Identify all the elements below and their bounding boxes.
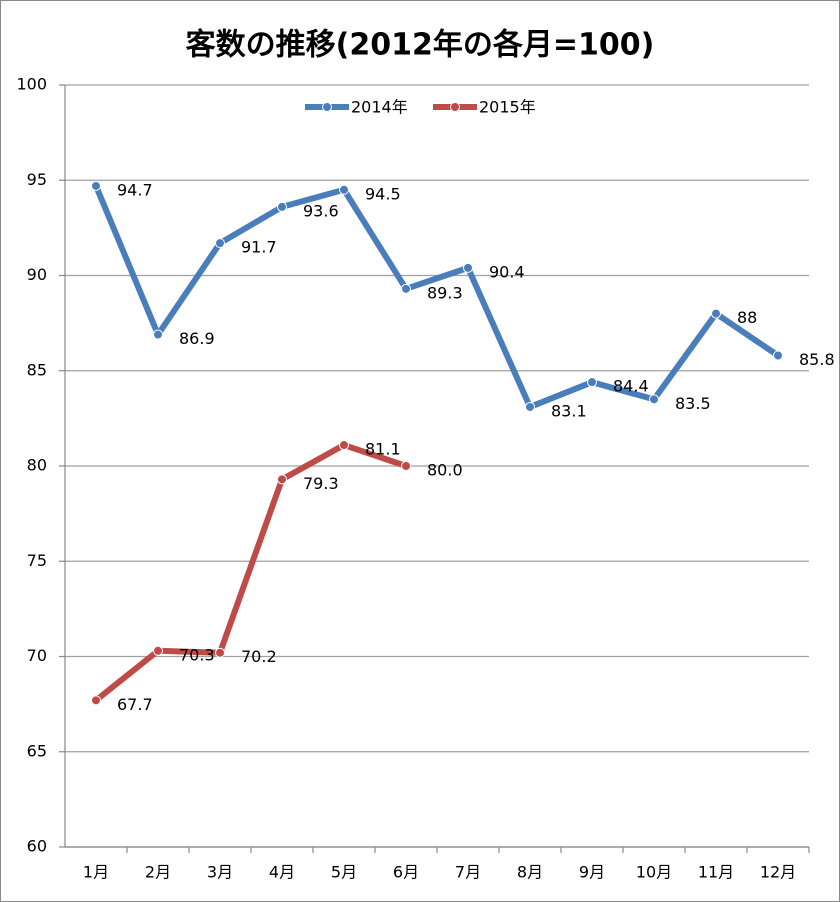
y-tick-label: 65: [27, 741, 47, 760]
data-label: 93.6: [303, 201, 339, 220]
data-label: 88: [737, 308, 757, 327]
x-tick-label: 11月: [698, 863, 734, 882]
point: [277, 474, 287, 485]
point: [525, 401, 535, 412]
point: [91, 180, 101, 191]
point: [215, 238, 225, 249]
data-label: 79.3: [303, 474, 339, 493]
y-tick-label: 75: [27, 551, 47, 570]
x-tick-label: 5月: [331, 863, 357, 882]
y-tick-label: 100: [16, 75, 47, 94]
series-line: [93, 184, 780, 410]
point: [711, 308, 721, 319]
data-label: 94.7: [117, 180, 153, 199]
data-label: 80.0: [427, 461, 463, 480]
point: [773, 350, 783, 361]
data-label: 81.1: [365, 440, 401, 459]
data-label: 94.5: [365, 184, 401, 203]
x-tick-label: 9月: [579, 863, 605, 882]
point: [401, 283, 411, 294]
point: [401, 461, 411, 471]
point: [153, 645, 163, 656]
x-tick-label: 3月: [207, 863, 233, 882]
y-tick-label: 80: [27, 456, 47, 475]
y-tick-label: 90: [27, 265, 47, 284]
point: [587, 377, 597, 388]
legend-label: 2015年: [479, 98, 536, 117]
data-label: 89.3: [427, 283, 463, 302]
data-label: 86.9: [179, 329, 215, 348]
point: [339, 440, 349, 451]
x-tick-label: 2月: [145, 863, 171, 882]
legend-marker: [322, 102, 332, 112]
x-tick-label: 7月: [455, 863, 481, 882]
point: [463, 262, 473, 273]
y-tick-label: 95: [27, 170, 47, 189]
data-label: 83.1: [551, 401, 587, 420]
data-label: 70.2: [241, 647, 277, 666]
data-label: 85.8: [799, 350, 835, 369]
data-label: 91.7: [241, 238, 277, 257]
x-tick-label: 8月: [517, 863, 543, 882]
point: [277, 201, 287, 212]
legend-label: 2014年: [351, 98, 408, 117]
y-tick-label: 85: [27, 360, 47, 379]
legend-marker: [450, 102, 460, 112]
chart-title: 客数の推移(2012年の各月=100): [186, 28, 655, 63]
x-tick-label: 1月: [83, 863, 109, 882]
x-tick-label: 12月: [760, 863, 796, 882]
y-tick-label: 70: [27, 646, 47, 665]
x-tick-label: 4月: [269, 863, 295, 882]
data-label: 67.7: [117, 695, 153, 714]
series-line: [94, 442, 407, 703]
point: [649, 394, 659, 405]
data-label: 70.3: [179, 645, 215, 664]
data-label: 83.5: [675, 394, 711, 413]
x-tick-label: 10月: [636, 863, 672, 882]
y-tick-label: 60: [27, 837, 47, 856]
point: [339, 184, 349, 195]
point: [153, 329, 163, 340]
x-tick-label: 6月: [393, 863, 419, 882]
point: [91, 695, 101, 706]
data-label: 84.4: [613, 377, 649, 396]
data-label: 90.4: [489, 262, 525, 281]
point: [215, 647, 225, 658]
